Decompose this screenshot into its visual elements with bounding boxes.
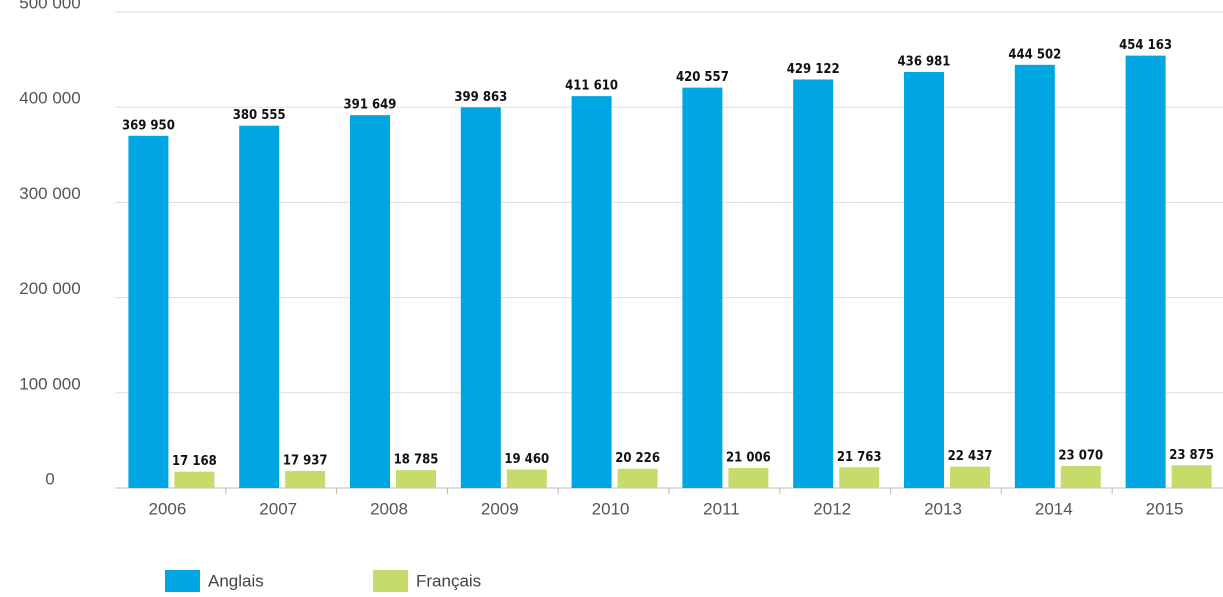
bar xyxy=(904,71,944,489)
bar xyxy=(793,79,834,488)
value-label: 20 226 xyxy=(615,451,660,466)
y-tick-label: 400 000 xyxy=(19,89,80,108)
x-tick-label: 2011 xyxy=(703,499,740,518)
bar xyxy=(285,470,326,488)
value-label: 399 863 xyxy=(454,90,507,105)
x-tick-label: 2006 xyxy=(148,499,186,518)
bar xyxy=(1125,55,1166,488)
bar xyxy=(128,135,169,488)
value-label: 411 610 xyxy=(565,79,618,94)
value-label: 17 937 xyxy=(283,453,328,468)
value-label: 391 649 xyxy=(344,98,397,113)
bar xyxy=(728,468,769,488)
value-label: 18 785 xyxy=(394,453,439,468)
value-label: 444 502 xyxy=(1008,47,1061,62)
value-label: 380 555 xyxy=(233,108,286,123)
x-tick-label: 2007 xyxy=(259,499,297,518)
bar xyxy=(506,469,547,488)
value-label: 21 006 xyxy=(726,451,771,466)
y-tick-label: 100 000 xyxy=(19,374,80,393)
x-tick-label: 2014 xyxy=(1035,499,1073,518)
y-tick-label: 200 000 xyxy=(19,279,80,298)
bar xyxy=(174,471,215,488)
value-label: 19 460 xyxy=(504,452,549,467)
value-label: 17 168 xyxy=(172,454,217,469)
legend-label: Français xyxy=(416,571,481,590)
bar xyxy=(396,470,436,488)
bar xyxy=(239,125,280,488)
x-tick-label: 2008 xyxy=(370,499,408,518)
x-tick-label: 2012 xyxy=(813,499,851,518)
bar xyxy=(682,87,723,489)
bar xyxy=(460,107,501,489)
x-tick-label: 2015 xyxy=(1146,499,1184,518)
bar xyxy=(1060,466,1101,488)
value-label: 454 163 xyxy=(1119,38,1172,53)
value-label: 420 557 xyxy=(676,70,729,85)
bar xyxy=(1171,465,1212,488)
x-tick-label: 2010 xyxy=(592,499,630,518)
value-label: 369 950 xyxy=(122,118,175,133)
y-tick-label: 300 000 xyxy=(19,184,80,203)
bar xyxy=(1014,64,1055,488)
bar xyxy=(950,466,990,488)
bar xyxy=(350,115,390,489)
legend-swatch xyxy=(373,570,408,592)
legend-label: Anglais xyxy=(208,571,264,590)
value-label: 429 122 xyxy=(787,62,840,77)
y-tick-label: 0 xyxy=(45,469,54,488)
value-label: 23 070 xyxy=(1058,449,1103,464)
y-tick-label: 500 000 xyxy=(19,0,80,12)
bar xyxy=(839,467,880,488)
x-tick-label: 2013 xyxy=(924,499,962,518)
bar xyxy=(617,468,658,488)
x-tick-label: 2009 xyxy=(481,499,519,518)
bar xyxy=(571,96,612,488)
legend-swatch xyxy=(165,570,200,592)
value-label: 23 875 xyxy=(1169,448,1214,463)
value-label: 22 437 xyxy=(948,449,993,464)
value-label: 21 763 xyxy=(837,450,882,465)
value-label: 436 981 xyxy=(898,54,951,69)
